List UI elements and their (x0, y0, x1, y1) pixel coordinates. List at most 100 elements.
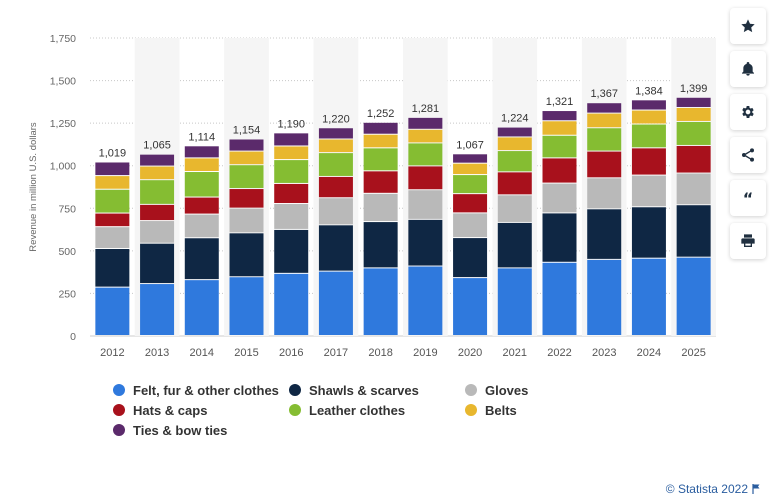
settings-button[interactable] (730, 94, 766, 130)
bar-segment[interactable] (497, 268, 532, 335)
bar-segment[interactable] (140, 166, 175, 180)
bar-segment[interactable] (497, 195, 532, 222)
bar-segment[interactable] (140, 180, 175, 204)
bar-segment[interactable] (363, 122, 398, 134)
bar-segment[interactable] (184, 280, 219, 335)
bar-segment[interactable] (363, 193, 398, 222)
bar-segment[interactable] (274, 273, 309, 335)
bar-segment[interactable] (95, 176, 130, 189)
bar-segment[interactable] (184, 158, 219, 172)
bar-segment[interactable] (408, 190, 443, 219)
bar-segment[interactable] (497, 127, 532, 137)
bar-segment[interactable] (453, 238, 488, 278)
bar-segment[interactable] (95, 287, 130, 335)
bar-segment[interactable] (453, 175, 488, 194)
legend-item[interactable]: Belts (465, 403, 625, 418)
bar-segment[interactable] (453, 278, 488, 335)
cite-button[interactable]: “ (730, 180, 766, 216)
bar-segment[interactable] (587, 209, 622, 259)
bar-segment[interactable] (318, 271, 353, 335)
bar-segment[interactable] (631, 100, 666, 110)
legend-item[interactable]: Leather clothes (289, 403, 465, 418)
bar-segment[interactable] (542, 262, 577, 335)
bar-segment[interactable] (676, 97, 711, 107)
bar-segment[interactable] (184, 214, 219, 238)
bar-segment[interactable] (363, 171, 398, 193)
bar-segment[interactable] (274, 160, 309, 183)
bar-segment[interactable] (676, 257, 711, 335)
bar-segment[interactable] (408, 129, 443, 143)
bar-segment[interactable] (140, 154, 175, 166)
bar-segment[interactable] (363, 222, 398, 268)
bar-segment[interactable] (318, 198, 353, 225)
bar-segment[interactable] (229, 139, 264, 151)
notification-button[interactable] (730, 51, 766, 87)
bar-segment[interactable] (631, 175, 666, 207)
bar-segment[interactable] (453, 163, 488, 175)
share-button[interactable] (730, 137, 766, 173)
legend-item[interactable]: Gloves (465, 383, 625, 398)
bar-segment[interactable] (676, 205, 711, 257)
bar-segment[interactable] (318, 153, 353, 176)
bar-segment[interactable] (184, 238, 219, 280)
bar-segment[interactable] (95, 227, 130, 248)
bar-segment[interactable] (408, 266, 443, 335)
bar-segment[interactable] (184, 172, 219, 197)
bar-segment[interactable] (274, 133, 309, 146)
legend-item[interactable]: Hats & caps (113, 403, 289, 418)
bar-segment[interactable] (453, 154, 488, 163)
bar-segment[interactable] (184, 197, 219, 214)
bar-segment[interactable] (631, 258, 666, 335)
bar-segment[interactable] (140, 284, 175, 335)
bar-segment[interactable] (542, 213, 577, 262)
bar-segment[interactable] (318, 139, 353, 153)
bar-segment[interactable] (229, 165, 264, 189)
bar-segment[interactable] (497, 222, 532, 268)
bar-segment[interactable] (184, 146, 219, 158)
bar-segment[interactable] (408, 117, 443, 129)
legend-item[interactable]: Felt, fur & other clothes (113, 383, 289, 398)
bar-segment[interactable] (229, 189, 264, 208)
bar-segment[interactable] (587, 103, 622, 113)
bar-segment[interactable] (140, 204, 175, 221)
bar-segment[interactable] (542, 111, 577, 121)
bar-segment[interactable] (453, 213, 488, 238)
bar-segment[interactable] (229, 277, 264, 335)
bar-segment[interactable] (497, 151, 532, 172)
bar-segment[interactable] (453, 194, 488, 213)
bar-segment[interactable] (497, 172, 532, 195)
bar-segment[interactable] (363, 268, 398, 335)
bar-segment[interactable] (587, 151, 622, 178)
bar-segment[interactable] (542, 158, 577, 183)
bar-segment[interactable] (631, 124, 666, 148)
legend-item[interactable]: Shawls & scarves (289, 383, 465, 398)
bar-segment[interactable] (140, 243, 175, 284)
bar-segment[interactable] (229, 208, 264, 233)
bar-segment[interactable] (631, 110, 666, 124)
bar-segment[interactable] (95, 213, 130, 227)
bar-segment[interactable] (587, 128, 622, 151)
bar-segment[interactable] (318, 225, 353, 271)
bar-segment[interactable] (318, 176, 353, 198)
bar-segment[interactable] (542, 183, 577, 213)
bar-segment[interactable] (408, 166, 443, 190)
bar-segment[interactable] (274, 183, 309, 204)
bar-segment[interactable] (363, 134, 398, 148)
bar-segment[interactable] (676, 173, 711, 205)
bar-segment[interactable] (587, 113, 622, 128)
bar-segment[interactable] (676, 121, 711, 145)
bar-segment[interactable] (140, 221, 175, 243)
bar-segment[interactable] (542, 135, 577, 158)
bar-segment[interactable] (95, 248, 130, 287)
bar-segment[interactable] (676, 107, 711, 121)
bar-segment[interactable] (363, 148, 398, 171)
bar-segment[interactable] (497, 137, 532, 151)
legend-item[interactable]: Ties & bow ties (113, 423, 289, 438)
bar-segment[interactable] (631, 148, 666, 175)
bar-segment[interactable] (542, 121, 577, 135)
statista-credit[interactable]: © Statista 2022 (666, 482, 760, 496)
bar-segment[interactable] (631, 207, 666, 258)
bar-segment[interactable] (274, 146, 309, 160)
bar-segment[interactable] (95, 162, 130, 176)
favorite-button[interactable] (730, 8, 766, 44)
